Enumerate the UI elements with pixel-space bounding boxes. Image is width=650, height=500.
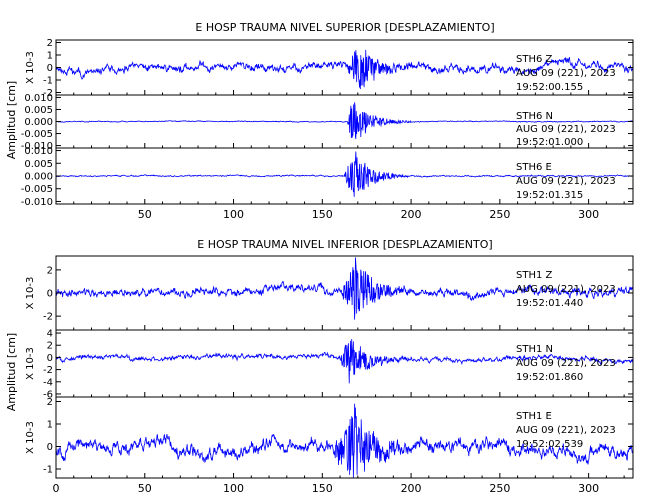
station-time: 19:52:01.860 xyxy=(516,372,583,383)
station-time: 19:52:01.440 xyxy=(516,298,583,309)
y-tick-label: 0.000 xyxy=(24,117,53,128)
waveform-trace xyxy=(55,339,634,384)
x-tick-label: 150 xyxy=(312,208,333,221)
waveform-trace xyxy=(55,151,634,197)
y-tick-label: -2 xyxy=(43,88,53,99)
y-tick-label: -4 xyxy=(43,377,53,388)
y-tick-label: 4 xyxy=(47,329,53,340)
x-tick-label: 300 xyxy=(578,208,599,221)
x-tick-label: 50 xyxy=(138,208,152,221)
station-time: 19:52:00.155 xyxy=(516,82,583,93)
station-date: AUG 09 (221), 2023 xyxy=(516,176,616,187)
chart-title-bottom: E HOSP TRAUMA NIVEL INFERIOR [DESPLAZAMI… xyxy=(197,238,492,251)
x-axis-top: 50 100 150 200 250 300 xyxy=(73,90,625,221)
station-date: AUG 09 (221), 2023 xyxy=(516,124,616,135)
waveform-trace xyxy=(55,102,634,140)
waveform-trace xyxy=(55,257,634,320)
scale-label: X 10-3 xyxy=(25,277,36,310)
scale-label: X 10-3 xyxy=(25,51,36,84)
station-label: STH6 E xyxy=(516,162,552,173)
x-tick-label: 250 xyxy=(489,208,510,221)
y-tick-label: 1 xyxy=(47,420,53,431)
station-label: STH1 Z xyxy=(516,270,553,281)
y-tick-label: -1 xyxy=(43,465,53,476)
ylabel-top: Amplitud [cm] xyxy=(5,81,18,159)
y-tick-label: 2 xyxy=(47,397,53,408)
y-tick-label: 0.000 xyxy=(24,172,53,183)
y-tick-label: 2 xyxy=(47,38,53,49)
y-tick-label: -0.010 xyxy=(21,141,53,152)
x-tick-label: 250 xyxy=(489,482,510,495)
y-tick-label: 0.010 xyxy=(24,93,53,104)
scale-label: X 10-3 xyxy=(25,347,36,380)
x-tick-label: 300 xyxy=(578,482,599,495)
y-tick-label: -0.010 xyxy=(21,197,53,208)
panel-group-top: -2-1 01 2 X 10-3 STH6 Z AUG 09 (221), 2023 19:… xyxy=(21,38,634,208)
y-tick-label: -0.005 xyxy=(21,184,53,195)
x-tick-label: 200 xyxy=(401,482,422,495)
y-tick-label: 1 xyxy=(47,51,53,62)
y-tick-label: -0.005 xyxy=(21,129,53,140)
y-tick-label: -6 xyxy=(43,389,53,400)
y-tick-label: 0 xyxy=(47,442,53,453)
y-tick-label: -2 xyxy=(43,312,53,323)
ylabel-bottom: Amplitud [cm] xyxy=(5,333,18,411)
y-tick-label: 0.010 xyxy=(24,146,53,157)
station-label: STH1 E xyxy=(516,411,552,422)
station-label: STH6 Z xyxy=(516,54,553,65)
y-tick-label: -2 xyxy=(43,365,53,376)
x-tick-label: 150 xyxy=(312,482,333,495)
station-label: STH1 N xyxy=(516,344,553,355)
y-tick-label: 0.005 xyxy=(24,105,53,116)
station-date: AUG 09 (221), 2023 xyxy=(516,425,616,436)
station-date: AUG 09 (221), 2023 xyxy=(516,358,616,369)
x-tick-label: 200 xyxy=(401,208,422,221)
y-tick-label: 2 xyxy=(47,341,53,352)
x-tick-label: 100 xyxy=(223,482,244,495)
y-tick-label: 0.005 xyxy=(24,159,53,170)
panel-sth1-z-1: -2 0 2 X 10-3 STH1 Z AUG 09 (221), 2023 19:52:… xyxy=(25,255,634,331)
station-label: STH6 N xyxy=(516,111,553,122)
panel-sth1-e-1: -1 0 1 2 X 10-3 STH1 E AUG 09 (221), 2023 19:52… xyxy=(25,396,634,479)
x-axis-bottom: 0 50 100 150 200 250 300 xyxy=(53,325,625,495)
y-tick-label: 0 xyxy=(47,353,53,364)
x-tick-label: 50 xyxy=(138,482,152,495)
x-tick-label: 0 xyxy=(53,482,60,495)
y-tick-label: 0 xyxy=(47,289,53,300)
scale-label: X 10-3 xyxy=(25,421,36,454)
station-time: 19:52:02.539 xyxy=(516,439,583,450)
panel-sth6-z-0: -2-1 01 2 X 10-3 STH6 Z AUG 09 (221), 2023 19:… xyxy=(25,38,634,99)
chart-title-top: E HOSP TRAUMA NIVEL SUPERIOR [DESPLAZAMI… xyxy=(195,21,494,34)
panel-frame xyxy=(55,396,634,479)
waveform-trace xyxy=(55,49,634,90)
y-tick-label: 0 xyxy=(47,63,53,74)
y-tick-label: 2 xyxy=(47,265,53,276)
station-time: 19:52:01.315 xyxy=(516,190,583,201)
x-tick-label: 100 xyxy=(223,208,244,221)
station-date: AUG 09 (221), 2023 xyxy=(516,284,616,295)
waveform-trace xyxy=(55,403,634,478)
y-tick-label: -1 xyxy=(43,76,53,87)
station-date: AUG 09 (221), 2023 xyxy=(516,68,616,79)
station-time: 19:52:01.000 xyxy=(516,137,583,148)
